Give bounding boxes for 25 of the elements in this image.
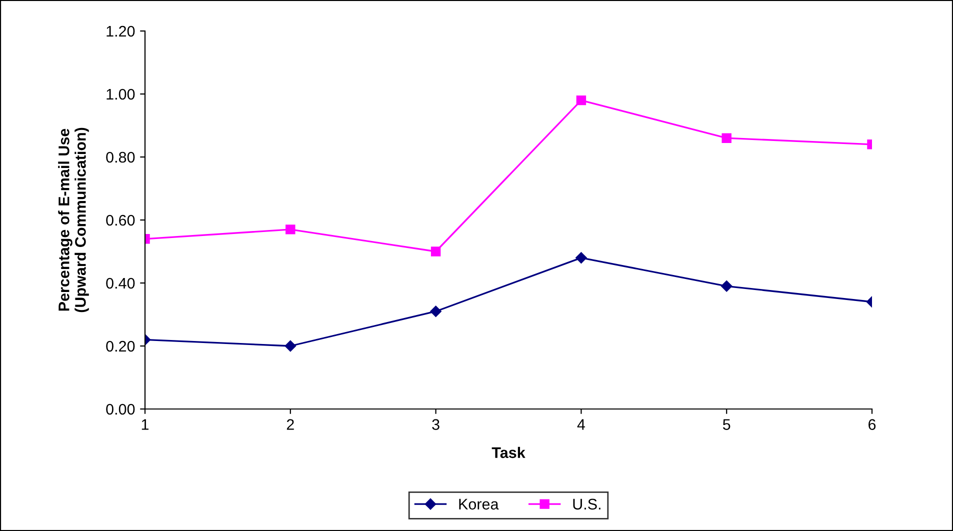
point [722,133,732,143]
point [286,224,296,234]
x-tick-label: 4 [577,419,585,430]
y-tick-label: 0.60 [106,214,135,226]
x-tick-label: 6 [868,419,876,430]
y-tick-label: 0.20 [106,340,135,352]
legend-label: Korea [459,498,499,510]
x-tick-label: 5 [722,419,730,430]
point [720,280,732,292]
y-tick-label: 0.00 [106,404,135,415]
point [576,95,586,106]
y-axis-title: Percentage of E-mail Use (Upward Communication) [58,128,89,312]
point [284,340,296,352]
y-tick-label: 1.00 [106,88,135,100]
y-tick-label: 0.80 [106,152,135,163]
point [430,306,442,317]
x-tick-label: 3 [432,419,440,430]
x-tick-label: 2 [286,419,294,430]
y-tick-label: 1.20 [106,26,135,37]
x-axis-title: Task [492,446,526,458]
y-tick-label: 0.40 [106,278,135,289]
legend-label: U.S. [573,498,600,510]
point [576,252,587,264]
point [430,246,441,256]
x-tick-label: 1 [142,419,149,430]
